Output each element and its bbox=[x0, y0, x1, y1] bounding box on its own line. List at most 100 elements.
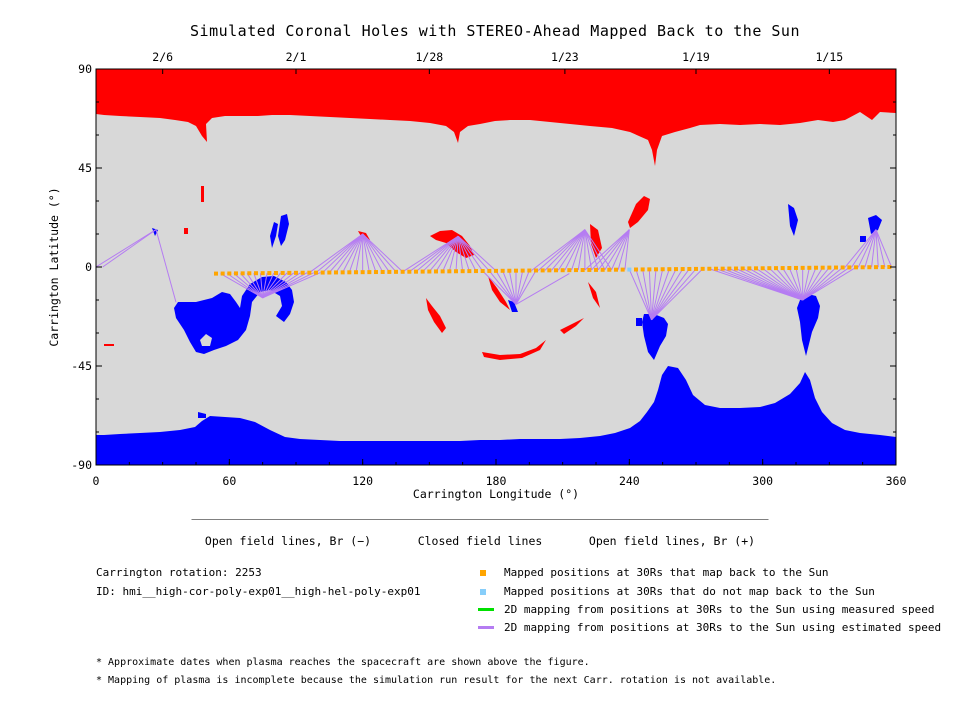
mapped-position-point bbox=[667, 267, 672, 272]
mapped-position-point bbox=[374, 270, 378, 275]
mapped-position-point bbox=[594, 267, 598, 272]
footnote-dates: * Approximate dates when plasma reaches … bbox=[96, 657, 590, 668]
mapped-position-point bbox=[874, 265, 878, 270]
mapped-position-point bbox=[334, 270, 338, 275]
mapped-position-point bbox=[494, 268, 498, 273]
mapping-line bbox=[584, 229, 612, 271]
x-tick-label: 300 bbox=[752, 474, 773, 488]
mapping-line bbox=[240, 273, 264, 299]
mapped-position-point bbox=[280, 270, 285, 275]
x-tick-label: 120 bbox=[352, 474, 373, 488]
mapped-position-point bbox=[340, 270, 345, 275]
mapping-line bbox=[457, 235, 484, 272]
mapping-line bbox=[875, 229, 879, 268]
mapping-line bbox=[415, 235, 459, 273]
mapping-line bbox=[428, 235, 459, 272]
mapped-position-point bbox=[880, 265, 885, 270]
legend-item-mapped: Mapped positions at 30Rs that map back t… bbox=[478, 566, 829, 579]
mapping-line bbox=[762, 267, 803, 301]
mapping-line bbox=[624, 229, 630, 270]
mapped-position-point bbox=[860, 265, 865, 270]
mapped-position-point bbox=[800, 265, 805, 270]
mapping-line bbox=[782, 267, 804, 301]
mapping-line bbox=[875, 229, 893, 268]
coronal-hole-map: 0 60 120 180 240 300 360 -90 -45 0 45 90 2/6 2/1 1/28 1… bbox=[47, 50, 906, 520]
mapping-line bbox=[409, 235, 459, 273]
mapped-position-point bbox=[307, 270, 312, 275]
mapping-line bbox=[642, 269, 653, 320]
mapped-position-point bbox=[454, 269, 458, 274]
mapping-line bbox=[584, 229, 630, 271]
mapping-line bbox=[564, 229, 586, 271]
mapping-line bbox=[315, 233, 363, 274]
mapping-line bbox=[309, 233, 363, 274]
hole-pos-11 bbox=[184, 228, 188, 234]
mapped-position-point bbox=[567, 268, 572, 273]
mapped-position-point bbox=[260, 271, 265, 276]
plot-area bbox=[96, 69, 896, 465]
mapped-position-point bbox=[294, 270, 298, 275]
mapping-line bbox=[628, 269, 653, 321]
mapped-position-point bbox=[714, 266, 718, 271]
unmapped-position-point bbox=[627, 267, 632, 272]
mapped-position-point bbox=[520, 268, 525, 273]
y-tick-label: 90 bbox=[78, 62, 92, 76]
mapped-position-point bbox=[620, 267, 625, 272]
hole-neg-5 bbox=[642, 314, 668, 360]
date-label: 2/1 bbox=[286, 50, 307, 64]
mapping-line bbox=[435, 235, 459, 272]
mapped-position-point bbox=[707, 266, 712, 271]
mapping-line bbox=[597, 229, 630, 271]
mapping-line bbox=[442, 235, 459, 272]
mapping-line bbox=[335, 233, 364, 273]
legend-label: Mapped positions at 30Rs that map back t… bbox=[504, 566, 829, 579]
hole-neg-9 bbox=[868, 215, 882, 234]
mapping-line bbox=[802, 267, 837, 301]
mapping-line bbox=[735, 268, 803, 301]
mapping-line bbox=[422, 235, 459, 272]
mapping-line bbox=[322, 233, 364, 273]
mapping-line bbox=[482, 270, 517, 305]
mapping-line bbox=[557, 229, 586, 271]
mapping-line bbox=[648, 269, 653, 320]
mapping-line bbox=[802, 267, 830, 301]
mapping-line bbox=[651, 268, 704, 321]
mapped-position-point bbox=[347, 270, 352, 275]
x-tick-label: 0 bbox=[93, 474, 100, 488]
mapped-position-point bbox=[687, 266, 692, 271]
mapping-line bbox=[262, 272, 301, 299]
mapping-line bbox=[457, 235, 497, 272]
mapping-line bbox=[246, 273, 264, 299]
mapped-position-point bbox=[740, 266, 745, 271]
legend-label: 2D mapping from positions at 30Rs to the… bbox=[504, 603, 935, 616]
colorbar-label-closed: Closed field lines bbox=[417, 534, 543, 548]
hole-pos-12 bbox=[104, 344, 114, 346]
mapped-positions bbox=[214, 265, 892, 276]
mapping-line bbox=[651, 269, 664, 320]
mapping-line bbox=[651, 269, 670, 320]
mapped-position-point bbox=[287, 270, 292, 275]
mapping-line bbox=[457, 236, 470, 272]
mapping-line bbox=[262, 272, 321, 299]
mapped-position-point bbox=[614, 267, 618, 272]
mapping-line bbox=[362, 233, 390, 273]
mapping-line bbox=[802, 267, 824, 301]
mapping-line bbox=[362, 233, 384, 273]
legend-item-estimated: 2D mapping from positions at 30Rs to the… bbox=[478, 621, 941, 634]
mapped-position-point bbox=[787, 265, 792, 270]
mapped-position-point bbox=[240, 271, 245, 276]
mapping-line bbox=[802, 266, 857, 301]
mapped-position-point bbox=[587, 267, 592, 272]
mapping-line bbox=[749, 267, 803, 301]
mapped-position-point bbox=[514, 268, 518, 273]
colorbar-label-pos: Open field lines, Br (+) bbox=[588, 534, 756, 548]
mapping-line bbox=[802, 267, 817, 301]
hole-pos-2 bbox=[628, 196, 650, 228]
mapping-line bbox=[584, 229, 599, 271]
mapping-line bbox=[802, 267, 843, 301]
mapped-position-point bbox=[820, 265, 825, 270]
mapped-position-point bbox=[327, 270, 332, 275]
mapping-line bbox=[651, 268, 697, 321]
mapping-line bbox=[262, 273, 268, 298]
mapped-position-point bbox=[674, 267, 678, 272]
